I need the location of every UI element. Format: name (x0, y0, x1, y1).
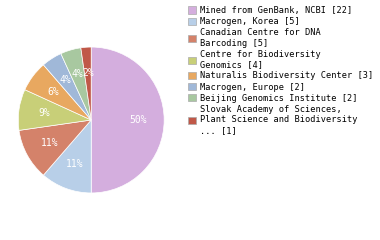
Wedge shape (61, 48, 91, 120)
Text: 9%: 9% (38, 108, 50, 118)
Wedge shape (19, 120, 91, 175)
Wedge shape (18, 90, 91, 130)
Wedge shape (91, 47, 164, 193)
Wedge shape (25, 65, 91, 120)
Text: 4%: 4% (60, 75, 71, 85)
Text: 6%: 6% (48, 87, 59, 96)
Text: 11%: 11% (66, 159, 84, 169)
Legend: Mined from GenBank, NCBI [22], Macrogen, Korea [5], Canadian Centre for DNA
Barc: Mined from GenBank, NCBI [22], Macrogen,… (187, 4, 375, 136)
Wedge shape (81, 47, 91, 120)
Text: 11%: 11% (41, 138, 59, 148)
Text: 2%: 2% (82, 68, 94, 78)
Wedge shape (43, 54, 91, 120)
Wedge shape (43, 120, 91, 193)
Text: 4%: 4% (72, 70, 84, 79)
Text: 50%: 50% (130, 115, 147, 125)
